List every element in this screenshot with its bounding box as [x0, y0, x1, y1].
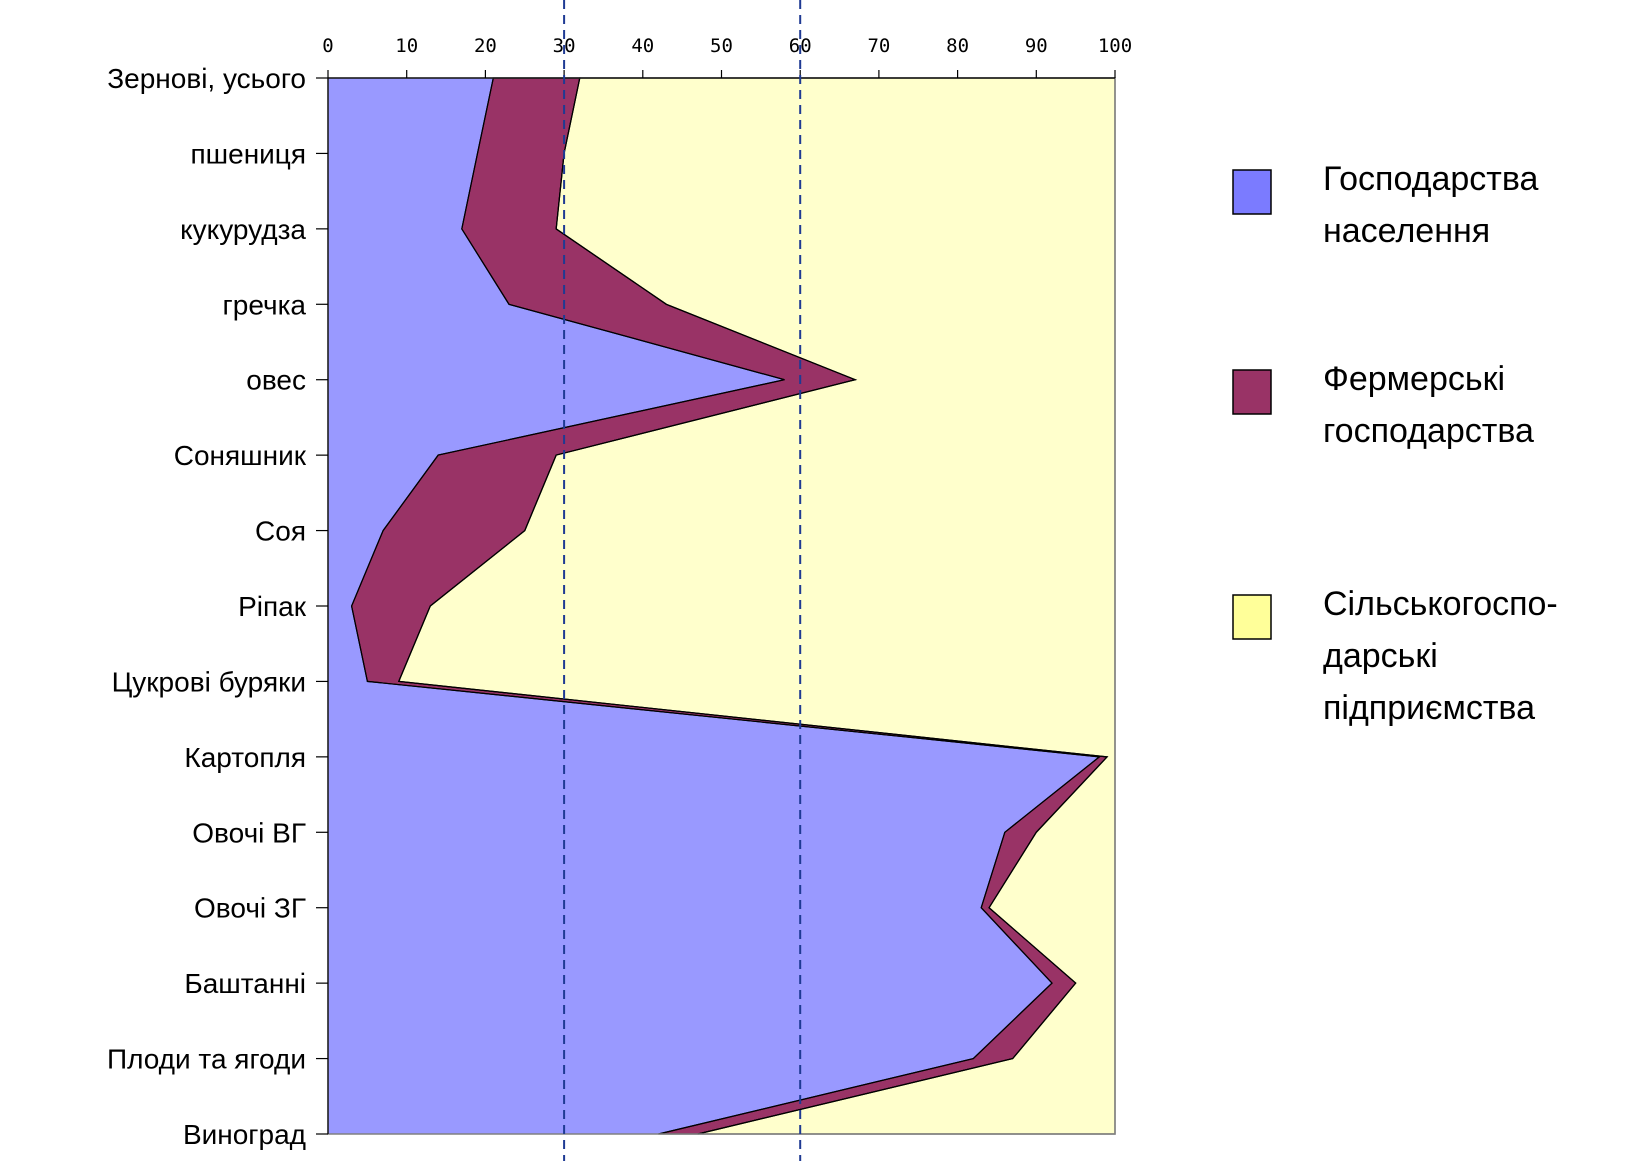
y-tick-label: Цукрові буряки — [112, 666, 306, 697]
x-tick-label: 0 — [322, 35, 333, 57]
y-tick-label: Картопля — [184, 742, 306, 773]
legend-label: господарства — [1323, 412, 1534, 450]
plot-area — [327, 77, 1116, 1135]
legend-label: населення — [1323, 212, 1490, 250]
y-tick-label: Зернові, усього — [107, 63, 306, 94]
legend-swatch — [1232, 169, 1272, 215]
reference-lines — [563, 0, 802, 1161]
y-tick-label: Баштанні — [184, 968, 306, 999]
y-tick-label: пшениця — [191, 138, 307, 169]
x-tick-label: 100 — [1098, 35, 1132, 57]
y-tick-label: овес — [246, 365, 306, 396]
x-tick-label: 90 — [1025, 35, 1048, 57]
series-boundary-line — [350, 77, 1101, 1135]
y-tick-label: Овочі ВГ — [192, 817, 306, 848]
series-1-area — [328, 78, 1100, 1134]
legend-label: Фермерські — [1323, 360, 1505, 398]
y-tick-label: кукурудза — [180, 214, 306, 245]
legend-swatch — [1232, 594, 1272, 640]
x-tick-label: 80 — [946, 35, 969, 57]
y-tick-label: Овочі ЗГ — [194, 893, 306, 924]
legend-label: дарські — [1323, 637, 1438, 675]
legend-swatch — [1232, 369, 1272, 415]
y-tick-label: Ріпак — [238, 591, 307, 622]
legend-label: Господарства — [1323, 160, 1539, 198]
legend-label: підприємства — [1323, 689, 1535, 727]
y-tick-label: Виноград — [183, 1119, 306, 1150]
y-tick-label: Соняшник — [174, 440, 307, 471]
y-tick-label: Плоди та ягоди — [107, 1044, 306, 1075]
x-tick-label: 20 — [474, 35, 497, 57]
series-boundary-line — [397, 77, 1109, 1135]
y-tick-label: гречка — [223, 289, 307, 320]
legend: Господарства населення Фермерські господарс… — [1232, 160, 1558, 727]
y-tick-label: Соя — [255, 516, 306, 547]
x-tick-label: 10 — [395, 35, 418, 57]
x-tick-label: 50 — [710, 35, 733, 57]
x-tick-label: 70 — [867, 35, 890, 57]
x-tick-label: 40 — [631, 35, 654, 57]
legend-label: Сільськогоспо- — [1323, 585, 1558, 623]
